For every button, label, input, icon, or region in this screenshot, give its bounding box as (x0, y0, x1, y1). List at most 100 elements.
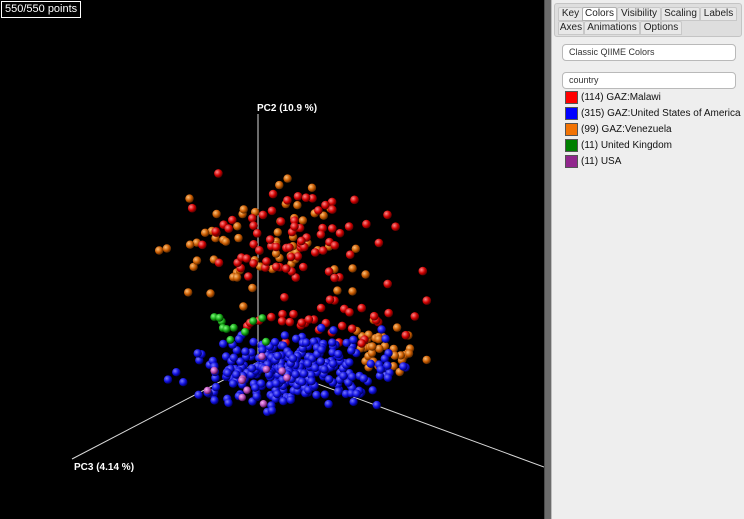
sample-point[interactable] (310, 248, 320, 257)
sample-point[interactable] (249, 221, 258, 230)
sample-point[interactable] (320, 390, 330, 399)
sample-point[interactable] (211, 382, 221, 392)
sample-point[interactable] (316, 357, 325, 366)
sample-point[interactable] (375, 344, 384, 353)
sample-point[interactable] (283, 196, 292, 205)
sample-point[interactable] (258, 352, 266, 361)
sample-point[interactable] (247, 364, 257, 373)
sample-point[interactable] (258, 210, 268, 220)
sample-point[interactable] (272, 379, 281, 388)
sample-point[interactable] (399, 362, 408, 371)
sample-point[interactable] (324, 267, 334, 276)
sample-point[interactable] (259, 400, 268, 408)
sample-point[interactable] (392, 323, 402, 332)
sample-point[interactable] (270, 337, 280, 347)
sample-point[interactable] (267, 406, 277, 415)
sample-point[interactable] (361, 270, 370, 279)
sample-point[interactable] (211, 227, 221, 236)
sample-point[interactable] (194, 390, 203, 399)
sample-point[interactable] (374, 335, 383, 344)
tab-scaling[interactable]: Scaling (661, 7, 700, 21)
color-swatch[interactable] (565, 107, 578, 120)
sample-point[interactable] (273, 228, 282, 237)
color-scheme-select[interactable]: Classic QIIME Colors (562, 44, 736, 61)
sample-point[interactable] (299, 262, 308, 272)
sample-point[interactable] (252, 229, 262, 238)
sample-point[interactable] (210, 366, 218, 375)
sample-point[interactable] (210, 396, 219, 405)
sample-point[interactable] (374, 238, 384, 248)
sample-point[interactable] (185, 194, 194, 203)
sample-point[interactable] (243, 386, 251, 395)
sample-point[interactable] (366, 359, 375, 368)
sample-point[interactable] (330, 241, 340, 250)
sample-point[interactable] (222, 325, 231, 334)
tab-animations[interactable]: Animations (584, 21, 640, 35)
sample-point[interactable] (339, 371, 348, 381)
sample-point[interactable] (239, 302, 248, 311)
sample-point[interactable] (321, 200, 330, 210)
sample-point[interactable] (312, 390, 321, 400)
sample-point[interactable] (291, 334, 301, 343)
sample-point[interactable] (347, 324, 357, 334)
sample-point[interactable] (368, 342, 377, 351)
sample-point[interactable] (314, 206, 323, 215)
color-swatch[interactable] (565, 91, 578, 104)
sample-point[interactable] (342, 338, 351, 348)
sample-point[interactable] (192, 256, 202, 265)
sample-point[interactable] (252, 392, 261, 401)
sample-point[interactable] (329, 326, 338, 335)
sample-point[interactable] (328, 359, 338, 368)
sample-point[interactable] (357, 339, 367, 348)
sample-point[interactable] (299, 369, 309, 378)
sample-point[interactable] (396, 351, 405, 360)
sample-point[interactable] (258, 314, 267, 323)
tab-visibility[interactable]: Visibility (617, 7, 661, 21)
sample-point[interactable] (348, 287, 357, 296)
sample-point[interactable] (390, 351, 399, 360)
sample-point[interactable] (214, 169, 223, 178)
sample-point[interactable] (410, 312, 420, 321)
pcoa-plot-area[interactable]: 550/550 points PC2 (10.9 %) PC3 (4.14 %) (0, 0, 544, 519)
sample-point[interactable] (238, 393, 247, 402)
sample-point[interactable] (289, 309, 298, 319)
sample-point[interactable] (242, 254, 251, 263)
tab-options[interactable]: Options (640, 21, 682, 35)
sample-point[interactable] (307, 183, 317, 192)
sample-point[interactable] (265, 235, 275, 244)
sample-point[interactable] (229, 323, 238, 332)
sample-point[interactable] (311, 363, 320, 373)
sample-point[interactable] (187, 203, 197, 213)
sample-point[interactable] (172, 368, 181, 377)
sample-point[interactable] (349, 335, 358, 345)
sample-point[interactable] (307, 377, 316, 386)
sample-point[interactable] (249, 240, 258, 249)
sample-point[interactable] (234, 334, 244, 344)
sample-point[interactable] (375, 371, 385, 380)
sample-point[interactable] (223, 368, 232, 378)
sample-point[interactable] (293, 252, 303, 261)
tab-labels[interactable]: Labels (700, 7, 737, 21)
sample-point[interactable] (290, 222, 299, 231)
sample-point[interactable] (351, 244, 360, 253)
sample-point[interactable] (238, 376, 246, 385)
sample-point[interactable] (324, 375, 334, 384)
sample-point[interactable] (286, 395, 295, 405)
sample-point[interactable] (383, 210, 392, 220)
sample-point[interactable] (232, 370, 241, 379)
sample-point[interactable] (345, 308, 354, 317)
sample-point[interactable] (303, 359, 313, 368)
sample-point[interactable] (179, 378, 188, 387)
sample-point[interactable] (234, 233, 243, 243)
sample-point[interactable] (350, 195, 359, 205)
sample-point[interactable] (198, 240, 207, 250)
sample-point[interactable] (277, 316, 287, 326)
sample-point[interactable] (317, 323, 326, 333)
tab-colors[interactable]: Colors (582, 7, 617, 21)
sample-points[interactable] (155, 169, 432, 417)
sample-point[interactable] (383, 373, 393, 382)
panel-splitter[interactable] (544, 0, 551, 519)
sample-point[interactable] (347, 372, 357, 381)
sample-point[interactable] (271, 249, 281, 258)
sample-point[interactable] (357, 303, 367, 313)
